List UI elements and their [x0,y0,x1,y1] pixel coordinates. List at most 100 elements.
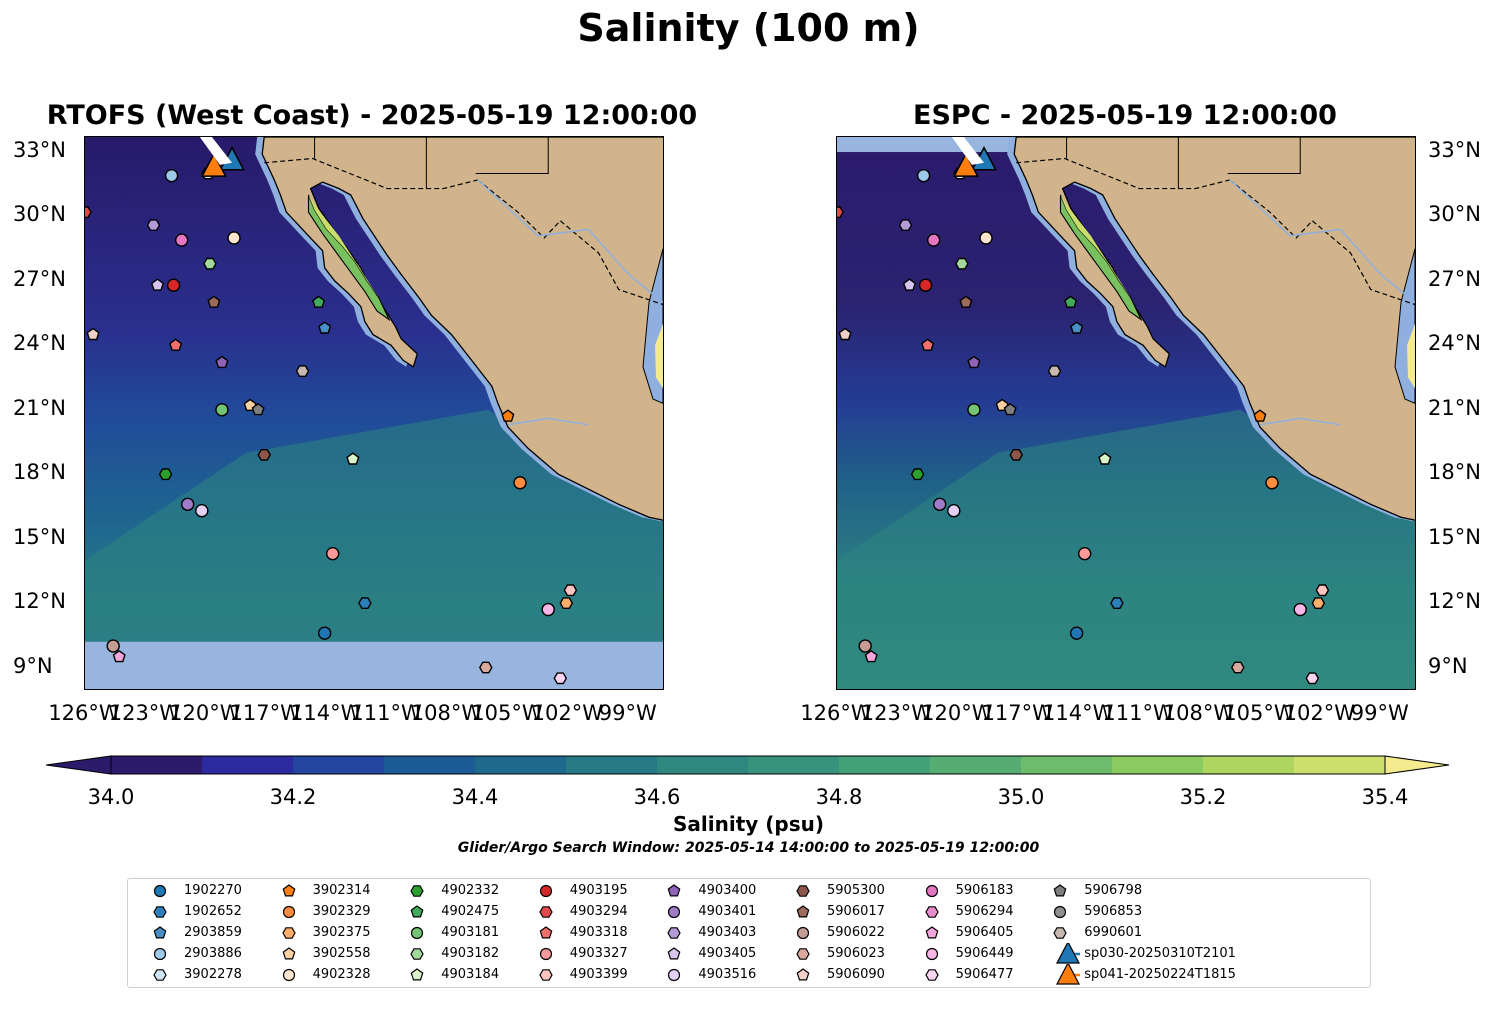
float-4903401[interactable] [933,497,947,511]
legend-label: 2903859 [184,925,242,940]
float-6990601[interactable] [1047,365,1062,378]
gulf-high-salinity [308,195,379,299]
float-5906477[interactable] [1305,672,1320,685]
map-canvas[interactable] [837,137,1415,689]
float-4903516[interactable] [195,504,209,518]
float-4902475[interactable] [1064,295,1078,308]
float-5906023[interactable] [1230,661,1245,674]
map-espc[interactable] [836,136,1416,690]
float-4902328[interactable] [227,231,241,245]
float-5906090[interactable] [838,327,852,341]
colorbar-segment [839,756,931,774]
float-4903327[interactable] [326,546,340,561]
float-5906449[interactable] [1293,602,1307,617]
float-4902328[interactable] [979,231,993,245]
float-4903294[interactable] [837,206,844,219]
legend-marker-icon [796,968,810,981]
glider-sp041-20250224T1815[interactable] [952,152,979,177]
float-5906022[interactable] [858,639,872,653]
float-3902375[interactable] [1311,597,1326,609]
float-3902314[interactable] [1253,409,1267,422]
float-5906798[interactable] [1003,402,1017,416]
float-4903400[interactable] [967,355,981,369]
colorbar-extend-high [1384,755,1450,775]
legend-label: 3902314 [312,883,371,898]
float-4903181[interactable] [967,403,981,417]
float-4903195[interactable] [166,278,181,292]
float-2903886[interactable] [164,168,179,183]
float-4903182[interactable] [203,257,217,270]
float-2903859[interactable] [1070,321,1084,334]
legend-label: sp041-20250224T1815 [1084,967,1236,982]
float-4903318[interactable] [169,338,183,351]
legend-item: 2903886 [140,943,266,964]
float-4902475[interactable] [312,295,326,308]
legend-label: 5906017 [827,904,885,919]
float-5906477[interactable] [553,672,568,685]
float-4903403[interactable] [898,219,913,232]
legend-marker-icon [282,947,295,960]
float-1902652[interactable] [1110,597,1124,609]
float-4903182[interactable] [955,257,969,270]
float-4903327[interactable] [1078,546,1092,561]
float-5906798[interactable] [251,402,265,416]
colorbar-tick-label: 34.8 [815,785,863,809]
float-4903400[interactable] [215,355,229,369]
legend-item: 5905300 [783,880,909,901]
float-4903184[interactable] [1098,452,1112,465]
float-4903405[interactable] [902,278,917,291]
float-1902270[interactable] [317,626,332,640]
float-3902329[interactable] [1265,476,1279,490]
glider-sp041-20250224T1815[interactable] [200,152,227,177]
float-5906017[interactable] [959,295,973,308]
float-3902375[interactable] [559,597,574,609]
float-4903401[interactable] [181,497,195,511]
float-4903294[interactable] [85,206,92,219]
legend-label: 4903400 [698,883,757,898]
panel-title-espc: ESPC - 2025-05-19 12:00:00 [913,100,1337,131]
legend-item: 5906477 [912,964,1038,985]
float-5906183[interactable] [174,233,189,247]
legend-marker-icon [667,927,682,939]
legend-label: 5906449 [955,946,1014,961]
legend-marker-icon [282,905,295,919]
colorbar-tick-label: 34.4 [451,785,499,809]
float-5906183[interactable] [926,233,941,247]
map-rtofs[interactable] [84,136,664,690]
float-5905300[interactable] [257,449,272,461]
float-4903405[interactable] [150,278,165,291]
float-5906405[interactable] [864,649,878,663]
float-4903195[interactable] [918,278,933,292]
float-5906017[interactable] [207,295,221,308]
colorbar-segment [111,756,203,774]
float-1902652[interactable] [358,597,372,609]
float-4902332[interactable] [158,468,173,481]
float-4903399[interactable] [1315,584,1330,597]
float-4903181[interactable] [215,403,229,417]
float-5906022[interactable] [106,639,120,653]
float-5906023[interactable] [478,661,493,674]
legend-item: sp030-20250310T2101 [1040,943,1236,964]
float-3902314[interactable] [501,409,515,422]
float-4903318[interactable] [921,338,935,351]
legend-item: 3902375 [269,922,395,943]
float-5905300[interactable] [1009,449,1024,461]
gulf-high-salinity [1060,195,1131,299]
legend-item: 4903516 [654,964,780,985]
float-1902270[interactable] [1069,626,1084,640]
float-5906090[interactable] [86,327,100,341]
legend-item: 3902278 [140,964,266,985]
float-3902329[interactable] [513,476,527,490]
map-canvas[interactable] [85,137,663,689]
float-4903399[interactable] [563,584,578,597]
float-2903859[interactable] [318,321,332,334]
float-4903403[interactable] [146,219,161,232]
float-5906405[interactable] [112,649,126,663]
float-4902332[interactable] [910,468,925,481]
float-2903886[interactable] [916,168,931,183]
float-6990601[interactable] [295,365,310,378]
lon-label-right: 120°W [921,701,993,725]
float-5906449[interactable] [541,602,555,617]
float-4903516[interactable] [947,504,961,518]
float-4903184[interactable] [346,452,360,465]
